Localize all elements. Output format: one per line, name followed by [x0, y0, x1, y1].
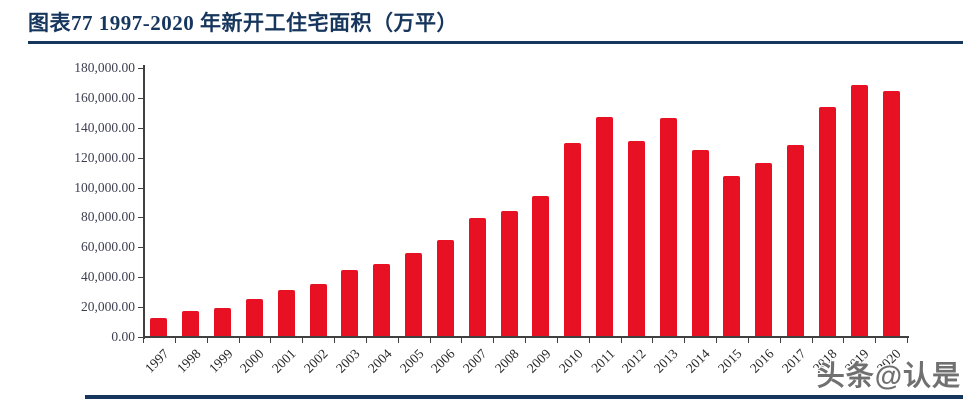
- x-axis-tick: [365, 338, 367, 343]
- bar-2011: [596, 117, 614, 337]
- x-axis-tick: [779, 338, 781, 343]
- bar-2006: [436, 240, 454, 337]
- x-axis-tick: [620, 338, 622, 343]
- x-axis-tick: [493, 338, 495, 343]
- y-axis-tick-label: 140,000.00: [74, 119, 135, 135]
- bar-2017: [787, 145, 805, 337]
- figure-title: 图表77 1997-2020 年新开工住宅面积（万平）: [28, 11, 458, 35]
- bar-2005: [405, 253, 423, 337]
- bar-2014: [691, 150, 709, 337]
- y-axis-tick: [138, 307, 143, 309]
- bar-1998: [182, 311, 200, 337]
- bar-2009: [532, 196, 550, 337]
- bar-2020: [882, 91, 900, 337]
- y-axis-tick-label: 20,000.00: [81, 299, 135, 315]
- x-axis-tick: [270, 338, 272, 343]
- bar-2007: [468, 218, 486, 337]
- bar-2001: [277, 290, 295, 337]
- x-axis-line: [143, 336, 909, 338]
- x-axis-tick: [397, 338, 399, 343]
- x-axis-tick: [206, 338, 208, 343]
- x-axis-tick: [843, 338, 845, 343]
- bottom-divider: [85, 395, 963, 399]
- y-axis-tick: [138, 277, 143, 279]
- y-axis-tick-label: 40,000.00: [81, 269, 135, 285]
- y-axis-tick-label: 80,000.00: [81, 209, 135, 225]
- x-axis-tick: [652, 338, 654, 343]
- bar-2013: [659, 118, 677, 337]
- bar-2019: [850, 85, 868, 337]
- y-axis-tick-label: 180,000.00: [74, 60, 135, 75]
- x-axis-tick: [302, 338, 304, 343]
- y-axis-tick: [138, 217, 143, 219]
- bar-chart: 0.00 20,000.00 40,000.00 60,000.00 80,000.00…: [0, 46, 963, 376]
- x-axis-tick: [684, 338, 686, 343]
- bar-2018: [818, 107, 836, 337]
- bar-2010: [564, 143, 582, 337]
- y-axis-tick-label: 160,000.00: [74, 89, 135, 105]
- x-axis-tick: [525, 338, 526, 343]
- y-axis-tick-label: 0.00: [111, 329, 135, 344]
- y-axis-tick: [138, 97, 143, 99]
- bar-2016: [755, 163, 773, 337]
- y-axis-tick: [138, 247, 143, 249]
- x-axis-tick: [174, 338, 176, 343]
- y-axis-tick-label: 60,000.00: [81, 239, 135, 255]
- y-axis-tick: [138, 127, 143, 129]
- y-axis-tick-label: 120,000.00: [74, 149, 135, 165]
- bar-2004: [373, 264, 391, 337]
- x-axis-tick: [907, 338, 908, 343]
- x-axis-tick: [747, 338, 749, 343]
- y-axis-tick-label: 100,000.00: [74, 179, 135, 195]
- bar-2012: [627, 141, 645, 337]
- title-underline: [28, 41, 963, 44]
- bar-1997: [150, 318, 168, 337]
- x-axis-tick: [238, 338, 240, 343]
- y-axis-tick: [138, 68, 143, 69]
- x-axis-tick: [461, 338, 463, 343]
- x-axis-tick: [143, 338, 144, 343]
- y-axis-tick: [138, 187, 143, 189]
- bar-2008: [500, 211, 518, 337]
- x-axis-tick: [811, 338, 813, 343]
- x-axis-tick: [556, 338, 558, 343]
- watermark: 头条@认是: [816, 360, 961, 391]
- y-axis-tick: [138, 337, 143, 338]
- bar-2000: [245, 299, 263, 337]
- y-axis-line: [143, 65, 145, 339]
- bar-1999: [214, 308, 232, 337]
- x-axis-tick: [334, 338, 335, 343]
- x-axis-tick: [588, 338, 590, 343]
- bar-2015: [723, 176, 741, 337]
- bar-2002: [309, 284, 327, 337]
- x-axis-tick: [875, 338, 877, 343]
- y-axis-tick: [138, 157, 143, 159]
- x-axis-tick: [716, 338, 717, 343]
- bar-2003: [341, 270, 359, 337]
- x-axis-tick: [429, 338, 431, 343]
